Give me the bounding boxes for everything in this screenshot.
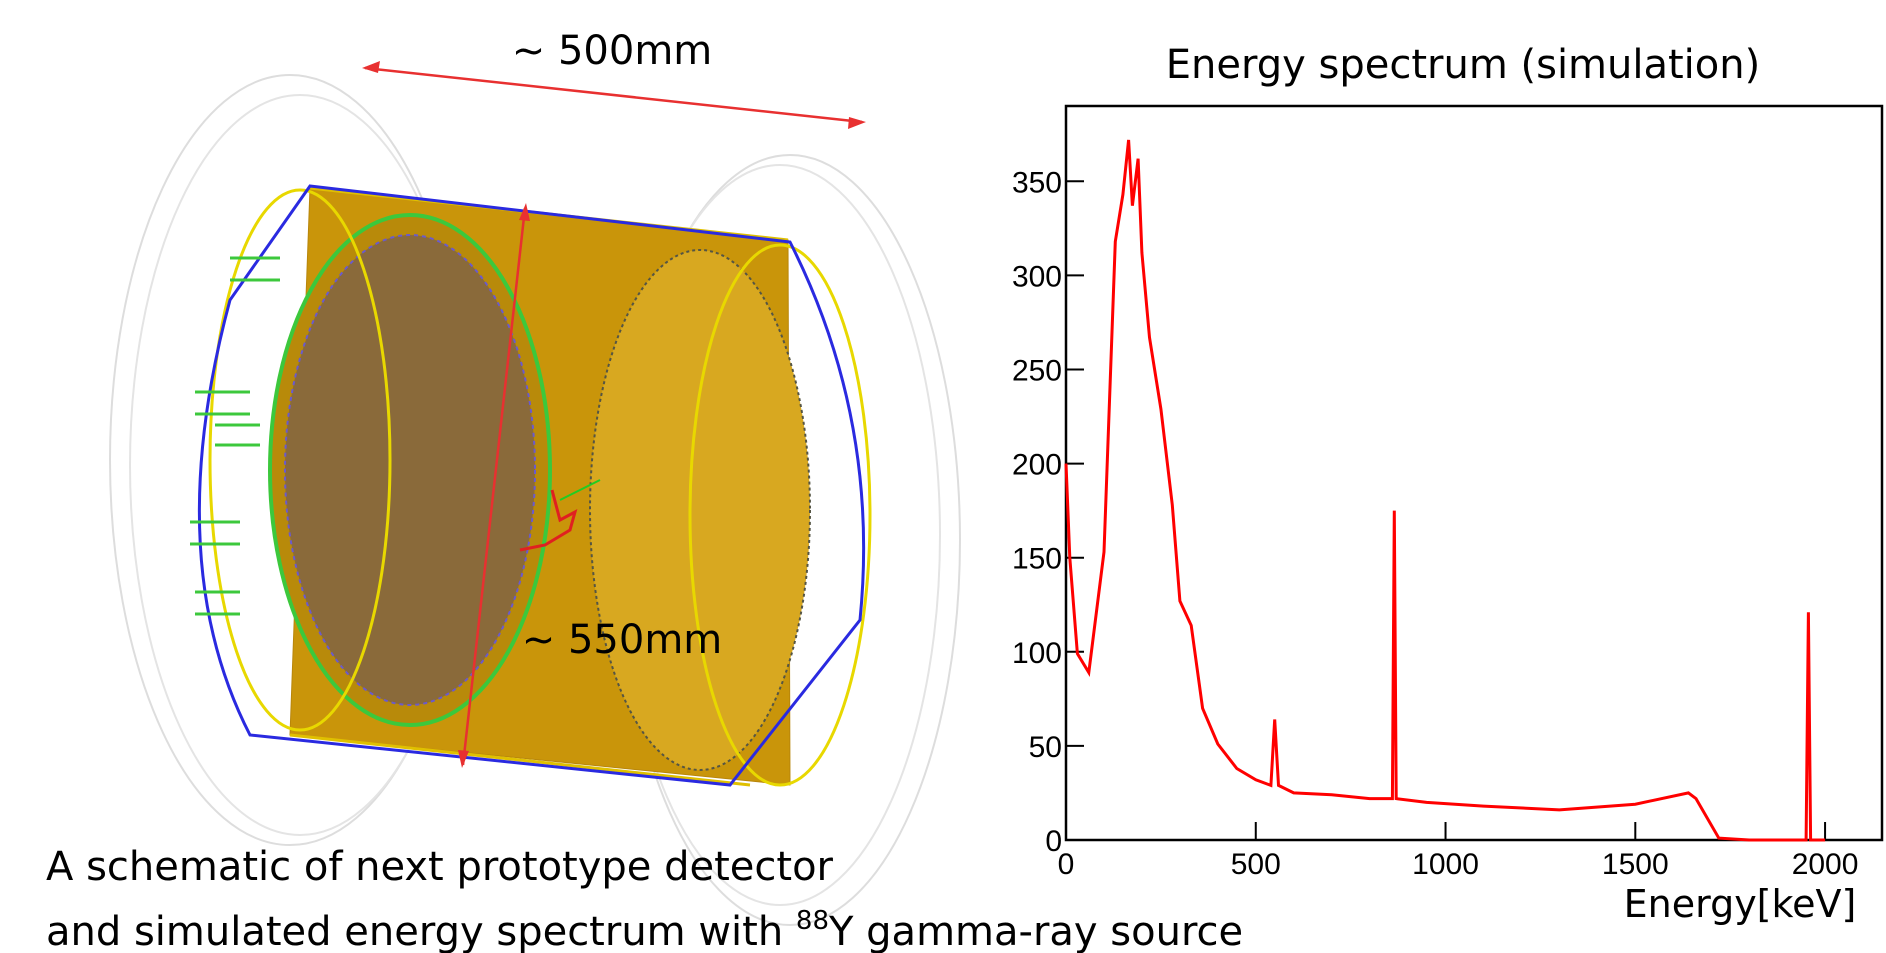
x-tick-label: 2000 — [1792, 848, 1859, 881]
plot-frame — [1066, 106, 1882, 840]
x-tick-label: 0 — [1058, 848, 1075, 881]
x-tick-label: 500 — [1231, 848, 1281, 881]
caption-line: and simulated energy spectrum with 88Y g… — [46, 906, 1243, 953]
x-tick-label: 1000 — [1412, 848, 1479, 881]
caption-text: Y gamma-ray source — [828, 909, 1243, 953]
page: {"schematic": {"length_label": "~ 500mm"… — [0, 0, 1886, 953]
diameter-label: ~ 550mm — [522, 617, 723, 663]
chart-title: Energy spectrum (simulation) — [1166, 42, 1760, 88]
y-tick-label: 200 — [1012, 449, 1062, 482]
y-tick-label: 350 — [1012, 166, 1062, 199]
figure: ~ 500mm ~ 550mm A schematic of next prot… — [0, 0, 1886, 953]
y-tick-label: 150 — [1012, 543, 1062, 576]
caption-superscript: 88 — [796, 906, 829, 936]
caption-line: A schematic of next prototype detector — [46, 844, 834, 890]
x-axis-label: Energy[keV] — [1624, 882, 1857, 926]
caption-text: and simulated energy spectrum with — [46, 909, 796, 953]
y-tick-label: 100 — [1012, 637, 1062, 670]
length-label: ~ 500mm — [512, 28, 713, 74]
y-tick-label: 250 — [1012, 354, 1062, 387]
y-tick-label: 50 — [1029, 731, 1062, 764]
y-tick-label: 300 — [1012, 260, 1062, 293]
x-tick-label: 1500 — [1602, 848, 1669, 881]
spectrum-line — [1066, 140, 1825, 840]
detector-schematic — [110, 61, 960, 925]
